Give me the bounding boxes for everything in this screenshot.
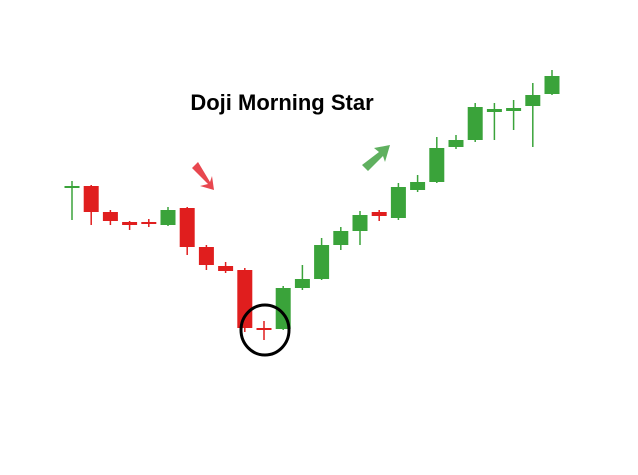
annotations-group	[192, 145, 390, 357]
candle-body	[390, 187, 406, 218]
candle-body	[160, 210, 176, 225]
candle-body	[448, 140, 464, 147]
candle-body	[83, 186, 99, 212]
candle-body	[506, 108, 522, 111]
candle-body	[467, 107, 483, 140]
doji-marker-circle	[239, 303, 291, 357]
candle-body	[525, 95, 541, 106]
candle-body	[333, 231, 349, 245]
candle-body	[371, 212, 387, 216]
candle-body	[314, 245, 330, 279]
candle-body	[410, 182, 426, 190]
candle-body	[429, 148, 445, 182]
candle-body	[218, 266, 234, 271]
candles-group	[64, 70, 560, 340]
candle-body	[544, 76, 560, 94]
candle-body	[198, 247, 214, 265]
candle-body	[102, 212, 118, 221]
candle-body	[294, 279, 310, 288]
candle-body	[486, 109, 502, 112]
candle-body	[352, 215, 368, 231]
chart-title: Doji Morning Star	[190, 90, 374, 115]
up-arrow-icon	[362, 145, 390, 171]
down-arrow-icon	[192, 162, 214, 190]
candle-body	[179, 208, 195, 247]
candle-body	[122, 222, 138, 225]
